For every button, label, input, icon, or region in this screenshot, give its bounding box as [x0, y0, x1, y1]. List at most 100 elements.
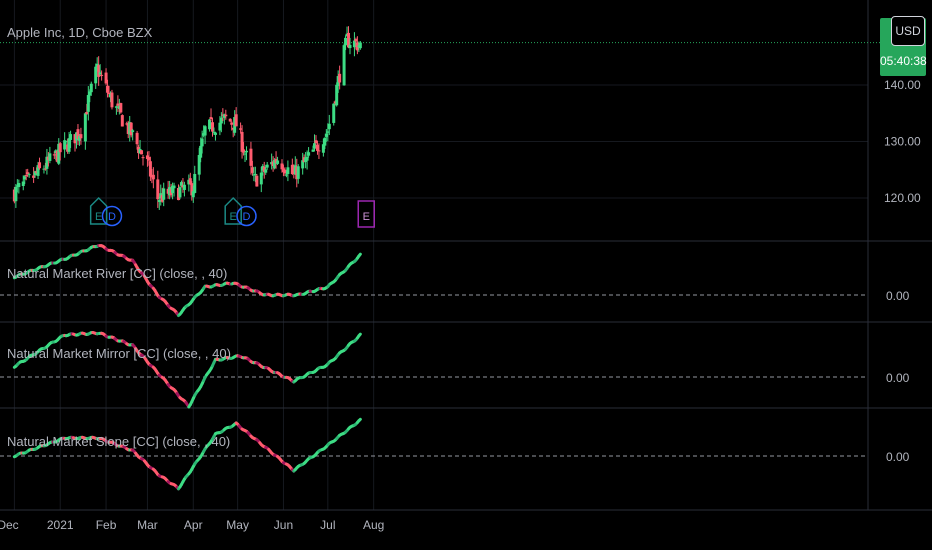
price-axis: 140.00 130.00 120.00 [884, 78, 921, 205]
mirror-indicator-label[interactable]: Natural Market Mirror [CC] (close, , 40) [7, 346, 231, 361]
candle-body [313, 143, 317, 149]
candle-body [147, 157, 151, 161]
price-tick-label: 120.00 [884, 191, 921, 205]
candle-body [57, 143, 61, 164]
candle-body [315, 144, 319, 151]
candle-body [151, 174, 155, 180]
candle-body [141, 157, 145, 159]
candle-body [311, 149, 315, 152]
candle-body [210, 122, 214, 132]
candle-body [171, 185, 175, 194]
candle-body [344, 37, 348, 46]
zero-level-label: 0.00 [886, 450, 910, 464]
event-marker-dividend: D [236, 205, 257, 227]
candle-body [347, 32, 351, 48]
candle-body [190, 183, 194, 196]
earnings-marker-shape [89, 196, 108, 225]
candle-body [172, 185, 176, 189]
candle-body [218, 122, 222, 131]
candle-body [107, 92, 111, 95]
grid-lines [0, 0, 868, 510]
candle-body [89, 83, 93, 93]
candle-body [259, 172, 263, 185]
candle-body [116, 103, 120, 106]
candle-body [88, 91, 92, 96]
time-axis-label: Jun [274, 518, 293, 532]
candle-body [85, 112, 89, 115]
candle-body [32, 175, 36, 178]
candle-body [63, 140, 67, 150]
candle-body [290, 164, 294, 174]
candle-body [193, 173, 197, 193]
candle-body [273, 159, 277, 169]
candle-body [52, 154, 56, 156]
candle-body [38, 162, 42, 169]
candle-body [342, 45, 346, 86]
candle-body [326, 131, 330, 133]
candle-body [23, 176, 27, 180]
candle-body [157, 200, 161, 202]
candle-body [208, 119, 212, 130]
candle-body [203, 126, 207, 136]
time-axis-label: Feb [96, 518, 117, 532]
slope-indicator-line [12, 417, 362, 491]
candle-body [352, 40, 356, 48]
candle-body [43, 168, 47, 170]
candle-body [156, 179, 160, 200]
mirror-indicator-line [12, 330, 362, 409]
candle-body [100, 74, 104, 76]
earnings-marker-shape [224, 196, 242, 225]
indicator-segment [357, 332, 362, 338]
candle-body [104, 72, 108, 84]
candle-body [307, 152, 311, 156]
indicator-lines[interactable] [0, 244, 868, 491]
slope-indicator-label[interactable]: Natural Market Slope [CC] (close, , 40) [7, 434, 231, 449]
event-marker-dividend: D [101, 205, 123, 227]
candle-body [45, 156, 49, 169]
candle-body [209, 117, 213, 120]
time-axis-label: Apr [184, 518, 203, 532]
candle-body [358, 42, 362, 49]
candle-body [148, 161, 152, 177]
event-marker-label: D [108, 211, 116, 223]
candle-body [162, 188, 166, 200]
candle-body [243, 153, 247, 155]
time-axis-label: 2021 [47, 518, 74, 532]
time-axis-label: Jul [320, 518, 335, 532]
river-indicator-label[interactable]: Natural Market River [CC] (close, , 40) [7, 266, 228, 281]
candle-body [286, 167, 290, 175]
symbol-title[interactable]: Apple Inc, 1D, Cboe BZX [7, 25, 153, 40]
candle-body [228, 118, 232, 122]
currency-button[interactable]: USD [891, 16, 925, 46]
candle-body [135, 132, 139, 145]
candle-body [33, 171, 37, 176]
candle-body [317, 150, 321, 152]
candle-body [120, 115, 124, 127]
price-tick-label: 130.00 [884, 135, 921, 149]
time-axis-label: Mar [137, 518, 158, 532]
price-candles[interactable] [12, 26, 362, 210]
candle-body [276, 160, 280, 164]
candle-body [255, 175, 259, 187]
candle-body [240, 131, 244, 152]
upcoming-earnings-marker-shape [357, 200, 376, 228]
event-marker-label: D [243, 211, 251, 223]
candle-body [94, 66, 98, 84]
candle-body [242, 149, 246, 153]
zero-level-label: 0.00 [886, 371, 910, 385]
dividend-marker-shape [101, 205, 123, 227]
candle-body [106, 85, 110, 93]
candle-body [179, 182, 183, 186]
candle-body [182, 184, 186, 190]
candle-body [119, 103, 123, 113]
candle-body [140, 150, 144, 155]
candle-body [69, 134, 73, 140]
candle-body [280, 163, 284, 170]
candle-body [219, 117, 223, 124]
candle-body [48, 153, 52, 161]
candle-body [114, 106, 118, 108]
candle-body [321, 144, 325, 153]
candle-body [250, 167, 254, 173]
